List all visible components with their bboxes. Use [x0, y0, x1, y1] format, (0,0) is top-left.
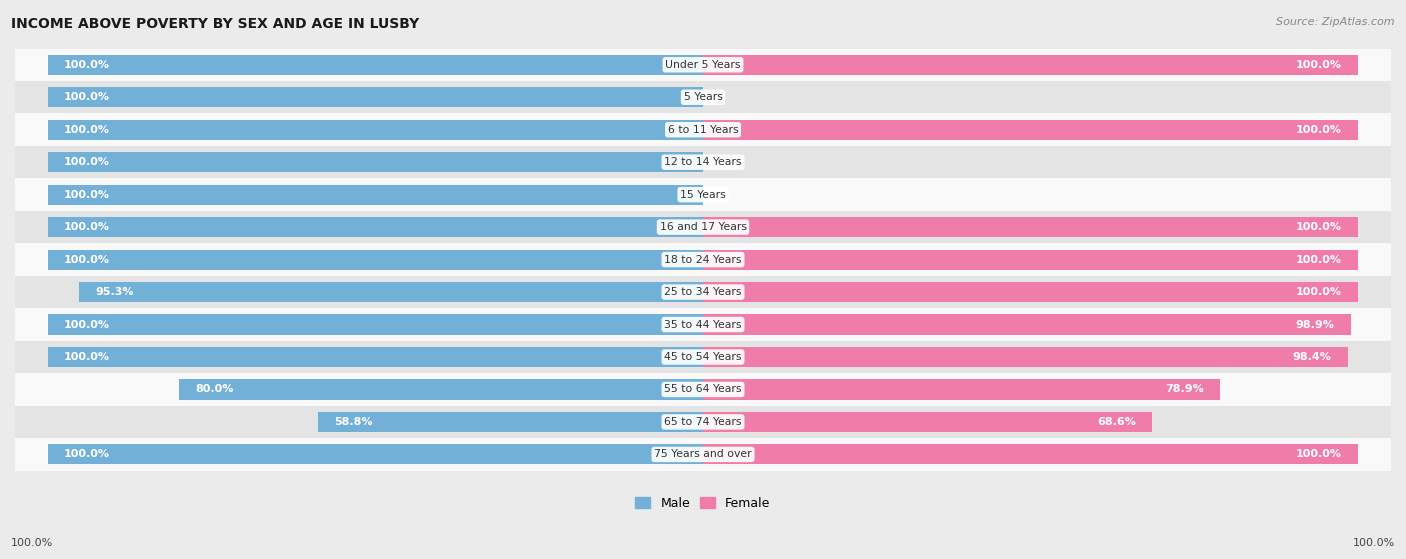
Text: 100.0%: 100.0% — [65, 157, 110, 167]
Bar — [179, 380, 703, 400]
Bar — [48, 444, 703, 465]
Text: 78.9%: 78.9% — [1164, 385, 1204, 395]
Text: 80.0%: 80.0% — [195, 385, 233, 395]
Bar — [15, 49, 1391, 81]
Text: Under 5 Years: Under 5 Years — [665, 60, 741, 70]
Bar — [703, 444, 1358, 465]
Bar — [15, 438, 1391, 471]
Text: 100.0%: 100.0% — [65, 449, 110, 459]
Text: 100.0%: 100.0% — [65, 190, 110, 200]
Bar — [15, 113, 1391, 146]
Text: 100.0%: 100.0% — [65, 222, 110, 232]
Text: 58.8%: 58.8% — [335, 417, 373, 427]
Text: 15 Years: 15 Years — [681, 190, 725, 200]
Bar — [48, 87, 703, 107]
Bar — [15, 178, 1391, 211]
Bar — [15, 406, 1391, 438]
Bar — [15, 276, 1391, 309]
Text: 65 to 74 Years: 65 to 74 Years — [664, 417, 742, 427]
Bar — [48, 217, 703, 237]
Text: 100.0%: 100.0% — [65, 254, 110, 264]
Bar — [48, 347, 703, 367]
Bar — [48, 152, 703, 172]
Text: 98.4%: 98.4% — [1292, 352, 1331, 362]
Text: 100.0%: 100.0% — [1296, 287, 1341, 297]
Text: 35 to 44 Years: 35 to 44 Years — [664, 320, 742, 330]
Text: 16 and 17 Years: 16 and 17 Years — [659, 222, 747, 232]
Bar — [48, 315, 703, 335]
Text: 45 to 54 Years: 45 to 54 Years — [664, 352, 742, 362]
Text: 100.0%: 100.0% — [1296, 449, 1341, 459]
Bar — [703, 315, 1351, 335]
Text: 5 Years: 5 Years — [683, 92, 723, 102]
Bar — [48, 55, 703, 75]
Text: 100.0%: 100.0% — [1353, 538, 1395, 548]
Text: 95.3%: 95.3% — [96, 287, 134, 297]
Bar — [79, 282, 703, 302]
Bar — [15, 211, 1391, 243]
Text: 100.0%: 100.0% — [1296, 222, 1341, 232]
Bar — [703, 347, 1348, 367]
Text: 6 to 11 Years: 6 to 11 Years — [668, 125, 738, 135]
Text: 68.6%: 68.6% — [1097, 417, 1136, 427]
Legend: Male, Female: Male, Female — [630, 492, 776, 515]
Text: 100.0%: 100.0% — [11, 538, 53, 548]
Bar — [15, 243, 1391, 276]
Bar — [15, 373, 1391, 406]
Text: 100.0%: 100.0% — [65, 92, 110, 102]
Text: 100.0%: 100.0% — [1296, 60, 1341, 70]
Bar — [48, 120, 703, 140]
Bar — [703, 249, 1358, 269]
Bar — [703, 120, 1358, 140]
Text: 55 to 64 Years: 55 to 64 Years — [664, 385, 742, 395]
Bar — [703, 282, 1358, 302]
Bar — [318, 412, 703, 432]
Bar — [15, 309, 1391, 341]
Bar — [15, 81, 1391, 113]
Text: 12 to 14 Years: 12 to 14 Years — [664, 157, 742, 167]
Bar — [15, 146, 1391, 178]
Text: 100.0%: 100.0% — [1296, 254, 1341, 264]
Bar — [15, 341, 1391, 373]
Text: 18 to 24 Years: 18 to 24 Years — [664, 254, 742, 264]
Bar — [703, 217, 1358, 237]
Text: 100.0%: 100.0% — [1296, 125, 1341, 135]
Bar — [703, 412, 1153, 432]
Text: 75 Years and over: 75 Years and over — [654, 449, 752, 459]
Text: Source: ZipAtlas.com: Source: ZipAtlas.com — [1277, 17, 1395, 27]
Bar — [703, 380, 1220, 400]
Bar — [48, 249, 703, 269]
Bar — [48, 184, 703, 205]
Text: 100.0%: 100.0% — [65, 352, 110, 362]
Text: 100.0%: 100.0% — [65, 320, 110, 330]
Text: INCOME ABOVE POVERTY BY SEX AND AGE IN LUSBY: INCOME ABOVE POVERTY BY SEX AND AGE IN L… — [11, 17, 419, 31]
Text: 100.0%: 100.0% — [65, 60, 110, 70]
Text: 98.9%: 98.9% — [1296, 320, 1334, 330]
Text: 25 to 34 Years: 25 to 34 Years — [664, 287, 742, 297]
Bar — [703, 55, 1358, 75]
Text: 100.0%: 100.0% — [65, 125, 110, 135]
